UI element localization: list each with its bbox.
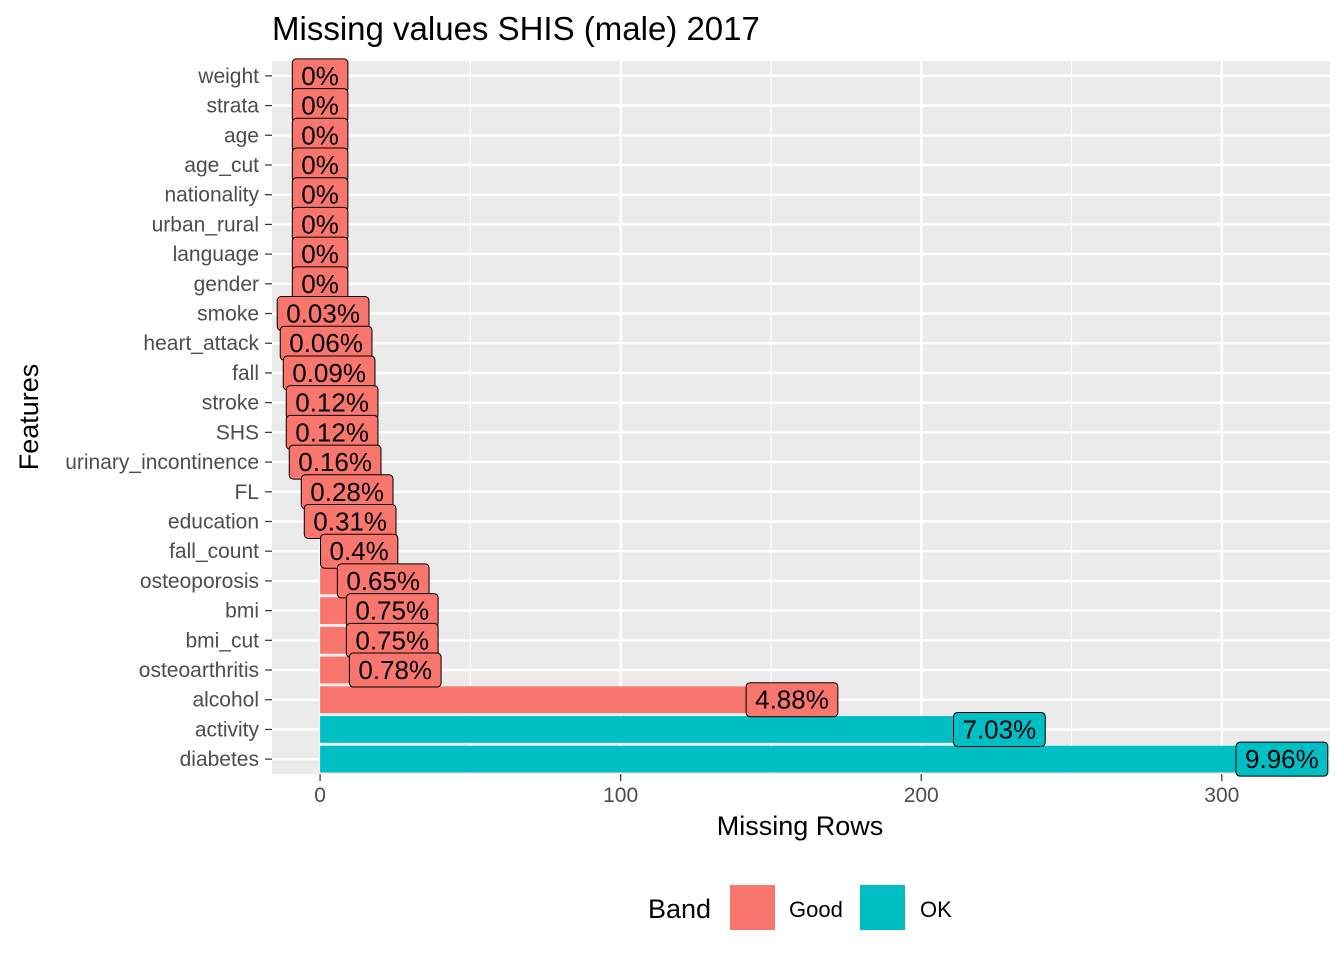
data-label-SHS: 0.12% <box>285 414 379 450</box>
x-tick-label: 100 <box>603 784 638 807</box>
data-label-text: 0.09% <box>292 358 366 388</box>
data-label-text: 9.96% <box>1245 744 1319 774</box>
chart-title: Missing values SHIS (male) 2017 <box>272 10 760 47</box>
y-tick-label: age <box>224 124 259 147</box>
data-label-text: 0.31% <box>313 506 387 536</box>
y-tick-label: osteoarthritis <box>139 659 259 682</box>
data-label-text: 0.78% <box>358 655 432 685</box>
y-tick-label: alcohol <box>192 689 259 712</box>
bar-alcohol <box>320 686 792 714</box>
y-tick-label: language <box>173 243 259 266</box>
y-tick-label: SHS <box>216 421 259 444</box>
data-label-box <box>1235 741 1329 777</box>
data-label-box <box>348 652 442 688</box>
data-label-text: 0.65% <box>346 566 420 596</box>
legend-key-good <box>730 885 775 930</box>
data-label-nationality: 0% <box>291 177 349 213</box>
x-tick-label: 0 <box>314 784 326 807</box>
data-label-text: 0% <box>301 239 339 269</box>
legend: Band Good OK <box>648 885 952 930</box>
data-label-gender: 0% <box>291 266 349 302</box>
data-label-text: 0.16% <box>298 447 372 477</box>
data-label-age_cut: 0% <box>291 147 349 183</box>
plot-panel <box>272 61 1330 774</box>
data-label-urinary_incontinence: 0.16% <box>288 444 382 480</box>
y-tick-label: fall_count <box>169 540 259 563</box>
data-label-fall: 0.09% <box>282 355 376 391</box>
y-tick-label: osteoporosis <box>140 570 259 593</box>
data-label-text: 0% <box>301 209 339 239</box>
data-label-language: 0% <box>291 236 349 272</box>
data-label-osteoporosis: 0.65% <box>336 563 430 599</box>
data-label-box <box>745 682 839 718</box>
legend-label-ok: OK <box>920 897 952 922</box>
x-tick-label: 200 <box>904 784 939 807</box>
y-tick-label: education <box>168 510 259 533</box>
data-label-text: 0.06% <box>289 328 363 358</box>
y-tick-label: age_cut <box>184 154 259 177</box>
y-tick-label: strata <box>206 95 259 118</box>
y-tick-label: urban_rural <box>152 213 259 236</box>
y-tick-label: fall <box>232 362 259 385</box>
legend-key-ok <box>860 885 905 930</box>
y-tick-label: bmi_cut <box>185 629 259 652</box>
x-axis-title: Missing Rows <box>717 811 884 841</box>
data-label-stroke: 0.12% <box>285 385 379 421</box>
data-label-weight: 0% <box>291 58 349 94</box>
y-tick-label: nationality <box>164 184 259 207</box>
bar-diabetes <box>320 745 1282 773</box>
data-label-activity: 7.03% <box>953 711 1046 747</box>
data-label-box <box>953 711 1046 747</box>
data-label-text: 0.03% <box>286 299 360 329</box>
grid <box>272 61 1330 774</box>
data-label-alcohol: 4.88% <box>745 682 839 718</box>
x-tick-label: 300 <box>1204 784 1239 807</box>
data-labels: 0%0%0%0%0%0%0%0%0.03%0.06%0.09%0.12%0.12… <box>276 58 1329 777</box>
data-label-smoke: 0.03% <box>276 296 370 332</box>
y-tick-label: activity <box>195 718 260 741</box>
data-label-FL: 0.28% <box>300 474 394 510</box>
bar-activity <box>320 716 1000 743</box>
data-label-text: 7.03% <box>963 714 1037 744</box>
data-label-heart_attack: 0.06% <box>279 325 373 361</box>
data-label-text: 0.12% <box>295 417 369 447</box>
data-label-strata: 0% <box>291 88 349 124</box>
y-axis: weight strata age age_cut nationality urban_r… <box>65 65 272 771</box>
data-label-diabetes: 9.96% <box>1235 741 1329 777</box>
y-tick-label: smoke <box>197 303 259 326</box>
y-tick-label: bmi <box>225 600 259 623</box>
x-axis: 0 100 200 300 <box>314 774 1239 807</box>
data-label-urban_rural: 0% <box>291 206 349 242</box>
data-label-text: 0.12% <box>295 388 369 418</box>
data-label-text: 0% <box>301 180 339 210</box>
y-tick-label: diabetes <box>180 748 259 771</box>
data-label-text: 0.4% <box>330 536 389 566</box>
data-label-text: 4.88% <box>755 685 829 715</box>
data-label-bmi_cut: 0.75% <box>345 622 439 658</box>
data-label-text: 0% <box>301 91 339 121</box>
y-tick-label: heart_attack <box>143 332 259 355</box>
y-tick-label: FL <box>234 481 259 504</box>
y-axis-title: Features <box>14 364 44 471</box>
legend-label-good: Good <box>789 897 843 922</box>
y-tick-label: stroke <box>202 392 259 415</box>
y-tick-label: gender <box>194 273 259 296</box>
data-label-osteoarthritis: 0.78% <box>348 652 442 688</box>
data-label-fall_count: 0.4% <box>320 533 399 569</box>
data-label-text: 0% <box>301 150 339 180</box>
data-label-age: 0% <box>291 117 349 153</box>
data-label-text: 0% <box>301 61 339 91</box>
data-label-bmi: 0.75% <box>345 593 439 629</box>
legend-title: Band <box>648 894 711 924</box>
data-label-education: 0.31% <box>303 503 397 539</box>
y-tick-label: weight <box>197 65 259 88</box>
data-label-text: 0.28% <box>310 477 384 507</box>
data-label-text: 0% <box>301 269 339 299</box>
data-label-text: 0.75% <box>355 625 429 655</box>
y-tick-label: urinary_incontinence <box>65 451 259 474</box>
data-label-text: 0.75% <box>355 596 429 626</box>
data-label-text: 0% <box>301 120 339 150</box>
